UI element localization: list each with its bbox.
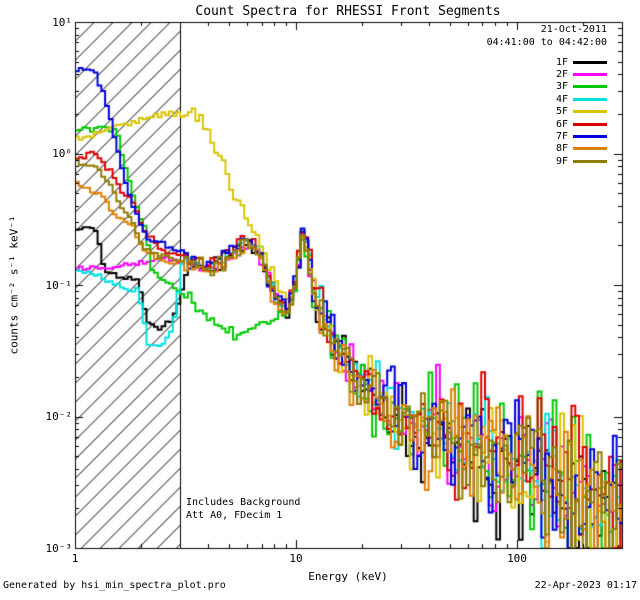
ytick-1e0: 10⁰ bbox=[52, 147, 72, 160]
legend-color-line bbox=[573, 110, 607, 114]
legend-label: 6F bbox=[555, 118, 568, 130]
legend-color-line bbox=[573, 135, 607, 139]
legend-color-line bbox=[573, 85, 607, 89]
legend-item: 1F bbox=[556, 56, 607, 68]
legend-label: 4F bbox=[555, 93, 568, 105]
legend-item: 8F bbox=[556, 143, 607, 155]
ytick-1e1: 10¹ bbox=[52, 16, 72, 29]
xtick-100: 100 bbox=[507, 552, 527, 565]
legend-item: 5F bbox=[556, 106, 607, 118]
legend-color-line bbox=[573, 73, 607, 77]
render-timestamp: 22-Apr-2023 01:17 bbox=[534, 580, 637, 591]
legend-item: 2F bbox=[556, 68, 607, 80]
legend-color-line bbox=[573, 159, 607, 163]
legend-label: 8F bbox=[555, 143, 568, 155]
ytick-1e-1: 10⁻¹ bbox=[45, 279, 73, 292]
ytick-1e-3: 10⁻³ bbox=[45, 542, 73, 555]
x-axis-label: Energy (keV) bbox=[308, 570, 388, 583]
legend: 1F 2F 3F 4F 5F 6F 7F 8F 9F bbox=[556, 56, 607, 168]
annotation-includes-background: Includes Background bbox=[186, 497, 301, 508]
legend-color-line bbox=[573, 97, 607, 101]
time-range-label: 04:41:00 to 04:42:00 bbox=[486, 37, 607, 48]
legend-color-line bbox=[573, 147, 607, 151]
legend-item: 6F bbox=[556, 118, 607, 130]
observation-datetime: 21-Oct-2011 04:41:00 to 04:42:00 bbox=[487, 23, 607, 49]
legend-label: 5F bbox=[555, 106, 568, 118]
legend-item: 4F bbox=[556, 93, 607, 105]
legend-label: 2F bbox=[555, 69, 568, 81]
plot-title: Count Spectra for RHESSI Front Segments bbox=[195, 4, 501, 19]
annotation-attenuator-state: Att A0, FDecim 1 bbox=[186, 510, 283, 521]
legend-label: 9F bbox=[555, 155, 568, 167]
y-axis-label: counts cm⁻² s⁻¹ keV⁻¹ bbox=[7, 215, 21, 355]
xtick-1: 1 bbox=[71, 552, 79, 565]
legend-item: 9F bbox=[556, 155, 607, 167]
legend-item: 7F bbox=[556, 130, 607, 142]
legend-color-line bbox=[573, 122, 607, 126]
ytick-1e-2: 10⁻² bbox=[45, 410, 73, 423]
legend-color-line bbox=[573, 60, 607, 64]
date-label: 21-Oct-2011 bbox=[540, 24, 607, 35]
legend-item: 3F bbox=[556, 81, 607, 93]
legend-label: 1F bbox=[555, 56, 568, 68]
xtick-10: 10 bbox=[289, 552, 303, 565]
legend-label: 3F bbox=[555, 81, 568, 93]
legend-label: 7F bbox=[555, 131, 568, 143]
generator-credit: Generated by hsi_min_spectra_plot.pro bbox=[3, 580, 226, 591]
